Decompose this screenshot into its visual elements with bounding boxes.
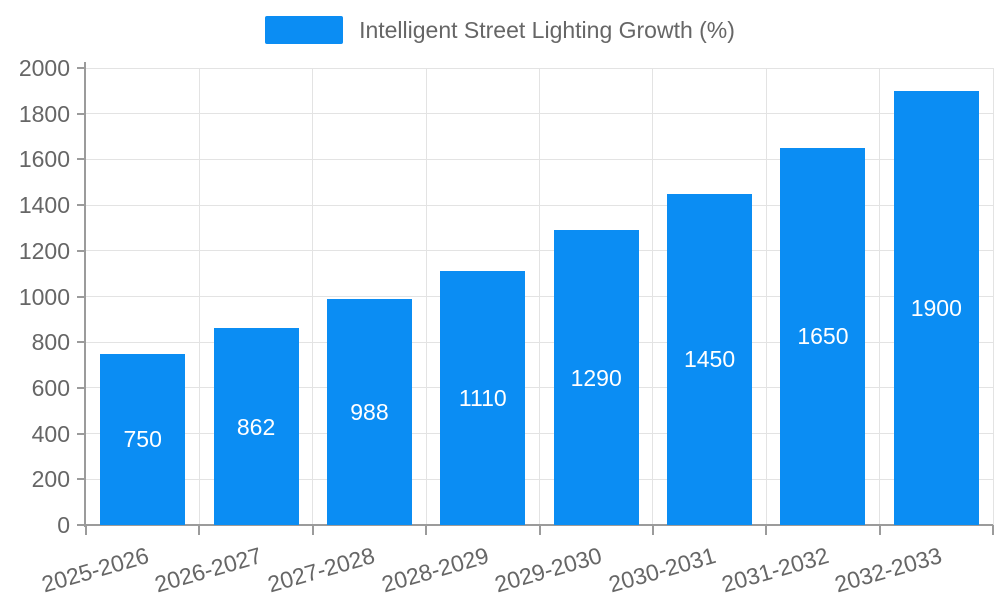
x-gridline [425,68,427,525]
x-tick [198,525,201,535]
x-gridline [198,68,200,525]
bar-2030-2031[interactable] [667,193,753,525]
bar-value-label: 750 [123,426,162,453]
bar-value-label: 862 [236,413,276,440]
y-tick [77,112,86,115]
x-gridline [879,68,881,525]
bar-value-label: 1110 [458,385,507,412]
y-tick-label: 0 [57,512,70,538]
y-tick [77,386,86,389]
x-tick-label: 2031-2032 [718,542,832,598]
legend-item[interactable]: Intelligent Street Lighting Growth (%) [0,16,1000,44]
y-tick [77,295,86,298]
y-tick-label: 1800 [18,100,70,127]
legend-swatch [265,16,344,44]
y-tick [77,158,86,161]
y-tick [77,204,86,207]
bar-2028-2029[interactable] [440,271,526,525]
y-tick-label: 1200 [18,237,70,264]
x-tick-label: 2026-2027 [151,542,265,598]
x-tick-label: 2032-2033 [832,542,945,598]
x-gridline [539,68,540,525]
x-tick-label: 2027-2028 [265,542,379,598]
y-tick-label: 1600 [18,146,70,173]
bar-value-label: 988 [350,399,389,426]
legend-label: Intelligent Street Lighting Growth (%) [359,16,735,43]
y-tick [77,478,86,481]
x-tick [651,525,654,535]
bar-2031-2032[interactable] [780,147,866,525]
x-gridline [312,68,314,525]
y-tick [77,524,86,526]
x-tick [311,525,314,535]
y-tick-label: 1400 [18,192,70,219]
x-tick [425,525,428,535]
x-gridline [765,68,767,525]
x-tick [878,525,881,535]
y-tick-label: 1000 [18,283,70,310]
bar-2027-2028[interactable] [326,299,412,525]
x-tick [85,525,87,535]
bar-value-label: 1290 [570,364,622,391]
x-tick [992,525,994,535]
x-tick-label: 2029-2030 [491,542,605,598]
x-gridline [652,68,654,525]
y-tick-label: 400 [31,420,70,447]
bar-2026-2027[interactable] [213,328,299,525]
y-tick [77,249,86,252]
bar-value-label: 1450 [683,346,736,373]
y-tick [77,341,86,344]
x-tick [765,525,768,535]
x-tick [538,525,541,535]
y-tick [77,432,86,435]
bar-value-label: 1650 [797,323,849,350]
bar-2025-2026[interactable] [100,353,186,525]
bar-2032-2033[interactable] [893,90,979,525]
y-tick-label: 600 [31,374,70,401]
y-tick-label: 800 [31,329,70,356]
x-tick-label: 2025-2026 [38,542,152,598]
x-axis-line [84,524,993,526]
y-tick [77,67,86,69]
y-tick-label: 2000 [18,55,70,81]
bar-value-label: 1900 [910,294,962,321]
x-tick-label: 2030-2031 [605,542,719,598]
y-axis-line [84,62,86,527]
bar-2029-2030[interactable] [553,230,639,525]
x-tick-label: 2028-2029 [378,542,492,598]
x-gridline [992,68,994,525]
y-tick-label: 200 [31,466,70,493]
